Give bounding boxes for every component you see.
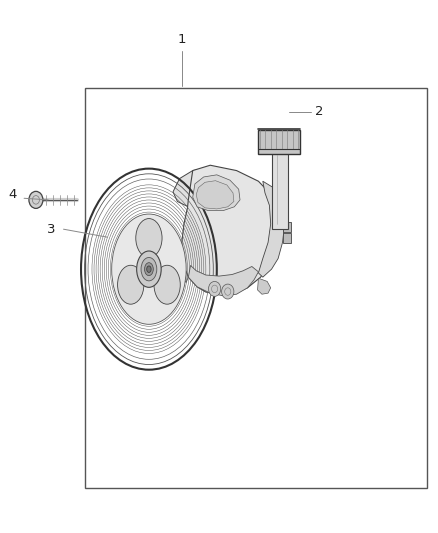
Ellipse shape: [154, 265, 180, 304]
Polygon shape: [188, 265, 258, 296]
Polygon shape: [182, 165, 280, 294]
Bar: [258, 130, 300, 154]
Polygon shape: [258, 278, 271, 294]
Circle shape: [222, 284, 234, 299]
Text: 4: 4: [8, 188, 17, 201]
Bar: [85, 88, 427, 488]
Text: 3: 3: [47, 223, 56, 236]
Ellipse shape: [147, 266, 151, 272]
Ellipse shape: [112, 214, 186, 324]
Ellipse shape: [137, 251, 161, 287]
Polygon shape: [193, 175, 240, 211]
Text: 2: 2: [315, 106, 324, 118]
Text: 1: 1: [177, 34, 186, 46]
Ellipse shape: [136, 219, 162, 257]
Ellipse shape: [141, 257, 157, 281]
Polygon shape: [196, 181, 234, 209]
Ellipse shape: [145, 263, 153, 276]
Ellipse shape: [117, 265, 144, 304]
Bar: [283, 233, 291, 243]
Polygon shape: [170, 243, 188, 282]
Bar: [272, 149, 288, 229]
Bar: [283, 222, 291, 232]
Polygon shape: [258, 181, 285, 277]
Circle shape: [29, 191, 43, 208]
Polygon shape: [173, 168, 234, 208]
Circle shape: [208, 281, 221, 296]
